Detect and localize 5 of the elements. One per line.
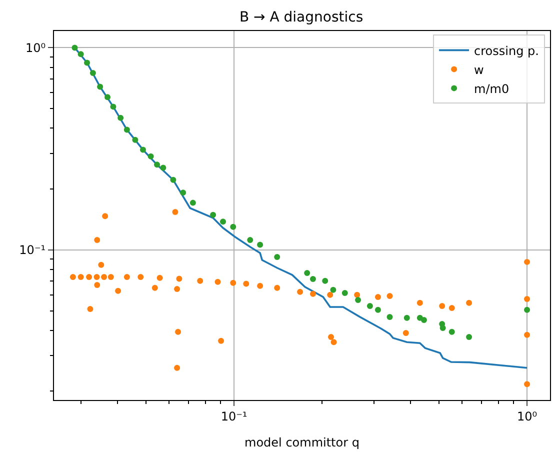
- legend-label: m/m0: [474, 82, 510, 96]
- legend-label: crossing p.: [474, 44, 539, 58]
- chart-title: B → A diagnostics: [240, 9, 364, 26]
- legend-label: w: [474, 62, 484, 77]
- x-axis-title: model committor q: [244, 435, 360, 450]
